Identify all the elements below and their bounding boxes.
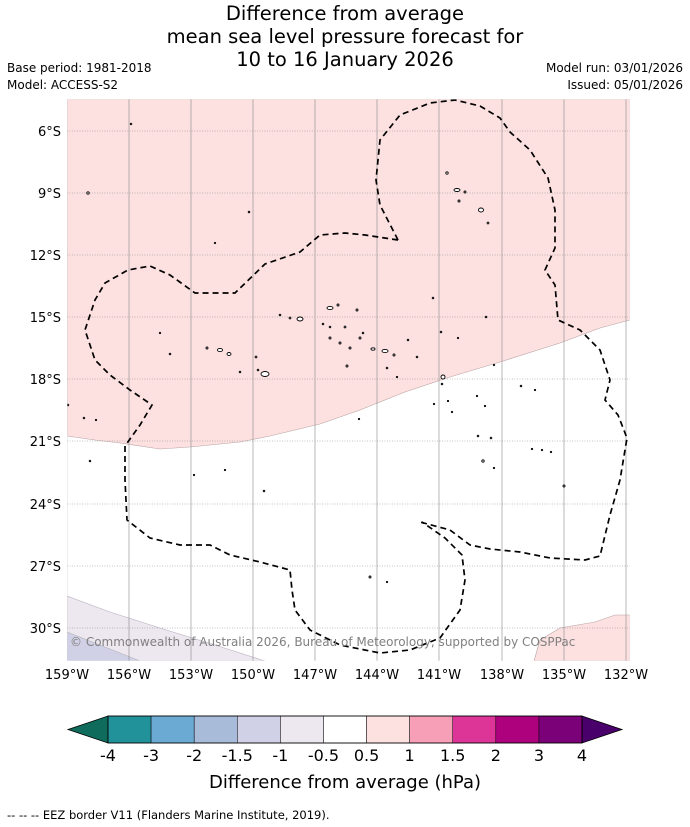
colorbar-bin <box>538 715 583 744</box>
colorbar-under-arrow <box>66 715 109 744</box>
colorbar-tick-label: -3 <box>143 746 159 765</box>
map-panel: © Commonwealth of Australia 2026, Bureau… <box>67 99 630 661</box>
islands <box>67 122 566 584</box>
lon-label: 132°W <box>604 668 648 683</box>
colorbar-tick-label: -4 <box>100 746 116 765</box>
colorbar-tick-label: -2 <box>186 746 202 765</box>
eez-legend-text: EEZ border V11 (Flanders Marine Institut… <box>42 808 330 822</box>
lon-label: 138°W <box>480 668 524 683</box>
model-name: Model: ACCESS-S2 <box>7 78 119 92</box>
colorbar-bin <box>237 715 281 744</box>
colorbar-tick-label: 0.5 <box>354 746 379 765</box>
eez-legend: -- -- -- EEZ border V11 (Flanders Marine… <box>7 808 330 822</box>
lon-label: 150°W <box>231 668 275 683</box>
lat-label: 12°S <box>30 249 61 264</box>
colorbar-bin <box>323 715 367 744</box>
lon-label: 147°W <box>293 668 337 683</box>
map-frame <box>66 98 631 662</box>
title-line-3: 10 to 16 January 2026 <box>236 48 454 71</box>
latitude-labels: 6°S 9°S 12°S 15°S 18°S 21°S 24°S 27°S 30… <box>30 125 61 637</box>
lat-label: 18°S <box>30 373 61 388</box>
issued-date: Issued: 05/01/2026 <box>567 78 683 92</box>
colorbar-bin <box>409 715 453 744</box>
colorbar-tick-label: 4 <box>577 746 587 765</box>
anomaly-region-positive-north <box>67 99 630 450</box>
model-run: Model run: 03/01/2026 <box>545 61 683 75</box>
lon-label: 159°W <box>45 668 89 683</box>
colorbar-label: Difference from average (hPa) <box>209 772 481 793</box>
lat-label: 15°S <box>30 311 61 326</box>
lat-label: 27°S <box>30 560 61 575</box>
lat-label: 30°S <box>30 622 61 637</box>
colorbar: -4 -3 -2 -1.5 -1 -0.5 0.5 1 1.5 2 3 4 Difference fr… <box>66 715 624 793</box>
lat-label: 21°S <box>30 435 61 450</box>
gridlines <box>67 99 630 661</box>
copyright-notice: © Commonwealth of Australia 2026, Bureau… <box>70 635 575 649</box>
colorbar-tick-label: 2 <box>491 746 501 765</box>
colorbar-tick-label: -0.5 <box>308 746 339 765</box>
anomaly-region-negative-southwest-inner <box>67 631 141 661</box>
lat-label: 9°S <box>38 187 61 202</box>
lat-label: 6°S <box>38 125 61 140</box>
colorbar-tick-label: 1.5 <box>440 746 465 765</box>
colorbar-tick-label: 3 <box>534 746 544 765</box>
lon-label: 141°W <box>417 668 461 683</box>
anomaly-region-positive-southeast <box>533 614 630 661</box>
eez-legend-symbol: -- -- -- <box>7 808 40 822</box>
lon-label: 153°W <box>169 668 213 683</box>
title-line-2: mean sea level pressure forecast for <box>166 25 524 48</box>
colorbar-bin <box>495 715 540 744</box>
lon-label: 156°W <box>107 668 151 683</box>
colorbar-over-arrow <box>581 715 624 744</box>
anomaly-region-negative-southwest <box>67 595 266 661</box>
base-period: Base period: 1981-2018 <box>7 61 152 75</box>
lon-label: 135°W <box>542 668 586 683</box>
colorbar-bin <box>452 715 497 744</box>
lon-label: 144°W <box>355 668 399 683</box>
colorbar-bin <box>280 715 324 744</box>
title-line-1: Difference from average <box>225 2 465 25</box>
colorbar-tick-label: -1 <box>272 746 288 765</box>
colorbar-outline <box>107 715 583 744</box>
longitude-labels: 159°W 156°W 153°W 150°W 147°W 144°W 141°… <box>45 668 648 683</box>
colorbar-bin <box>193 715 238 744</box>
colorbar-tick-label: 1 <box>405 746 415 765</box>
colorbar-bin <box>150 715 195 744</box>
eez-border-west <box>84 232 466 654</box>
lat-label: 24°S <box>30 498 61 513</box>
colorbar-bin <box>107 715 152 744</box>
colorbar-bin <box>366 715 410 744</box>
colorbar-tick-label: -1.5 <box>222 746 253 765</box>
